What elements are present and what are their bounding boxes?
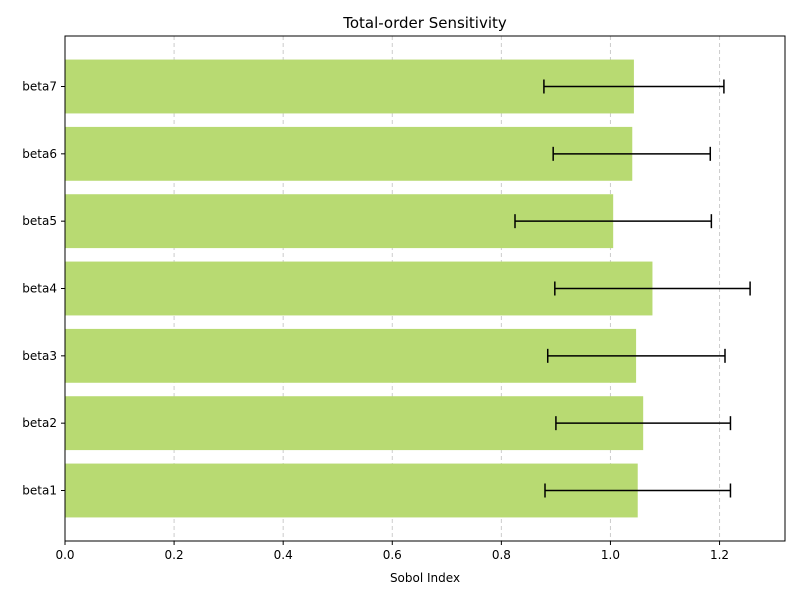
y-tick-label-beta3: beta3 <box>22 349 57 363</box>
bar-beta7 <box>65 59 634 114</box>
y-tick-label-beta5: beta5 <box>22 214 57 228</box>
chart-title: Total-order Sensitivity <box>342 14 507 32</box>
x-tick-label: 0.4 <box>274 548 293 562</box>
bar-beta1 <box>65 463 638 518</box>
y-tick-label-beta6: beta6 <box>22 147 57 161</box>
x-tick-label: 1.2 <box>710 548 729 562</box>
y-tick-label-beta4: beta4 <box>22 282 57 296</box>
bar-beta2 <box>65 396 644 451</box>
x-axis-ticks: 0.0 0.2 0.4 0.6 0.8 1.0 1.2 <box>55 541 729 562</box>
y-tick-label-beta2: beta2 <box>22 416 57 430</box>
x-tick-label: 0.2 <box>165 548 184 562</box>
x-tick-label: 0.8 <box>492 548 511 562</box>
y-tick-label-beta7: beta7 <box>22 80 57 94</box>
bar-beta3 <box>65 328 637 383</box>
y-tick-label-beta1: beta1 <box>22 484 57 498</box>
y-axis-ticks: beta1 beta2 beta3 beta4 beta5 beta6 beta7 <box>22 80 65 498</box>
x-axis-label: Sobol Index <box>390 571 460 585</box>
x-tick-label: 0.6 <box>383 548 402 562</box>
x-tick-label: 1.0 <box>601 548 620 562</box>
bar-beta6 <box>65 126 633 181</box>
error-bars <box>514 79 751 498</box>
x-tick-label: 0.0 <box>55 548 74 562</box>
